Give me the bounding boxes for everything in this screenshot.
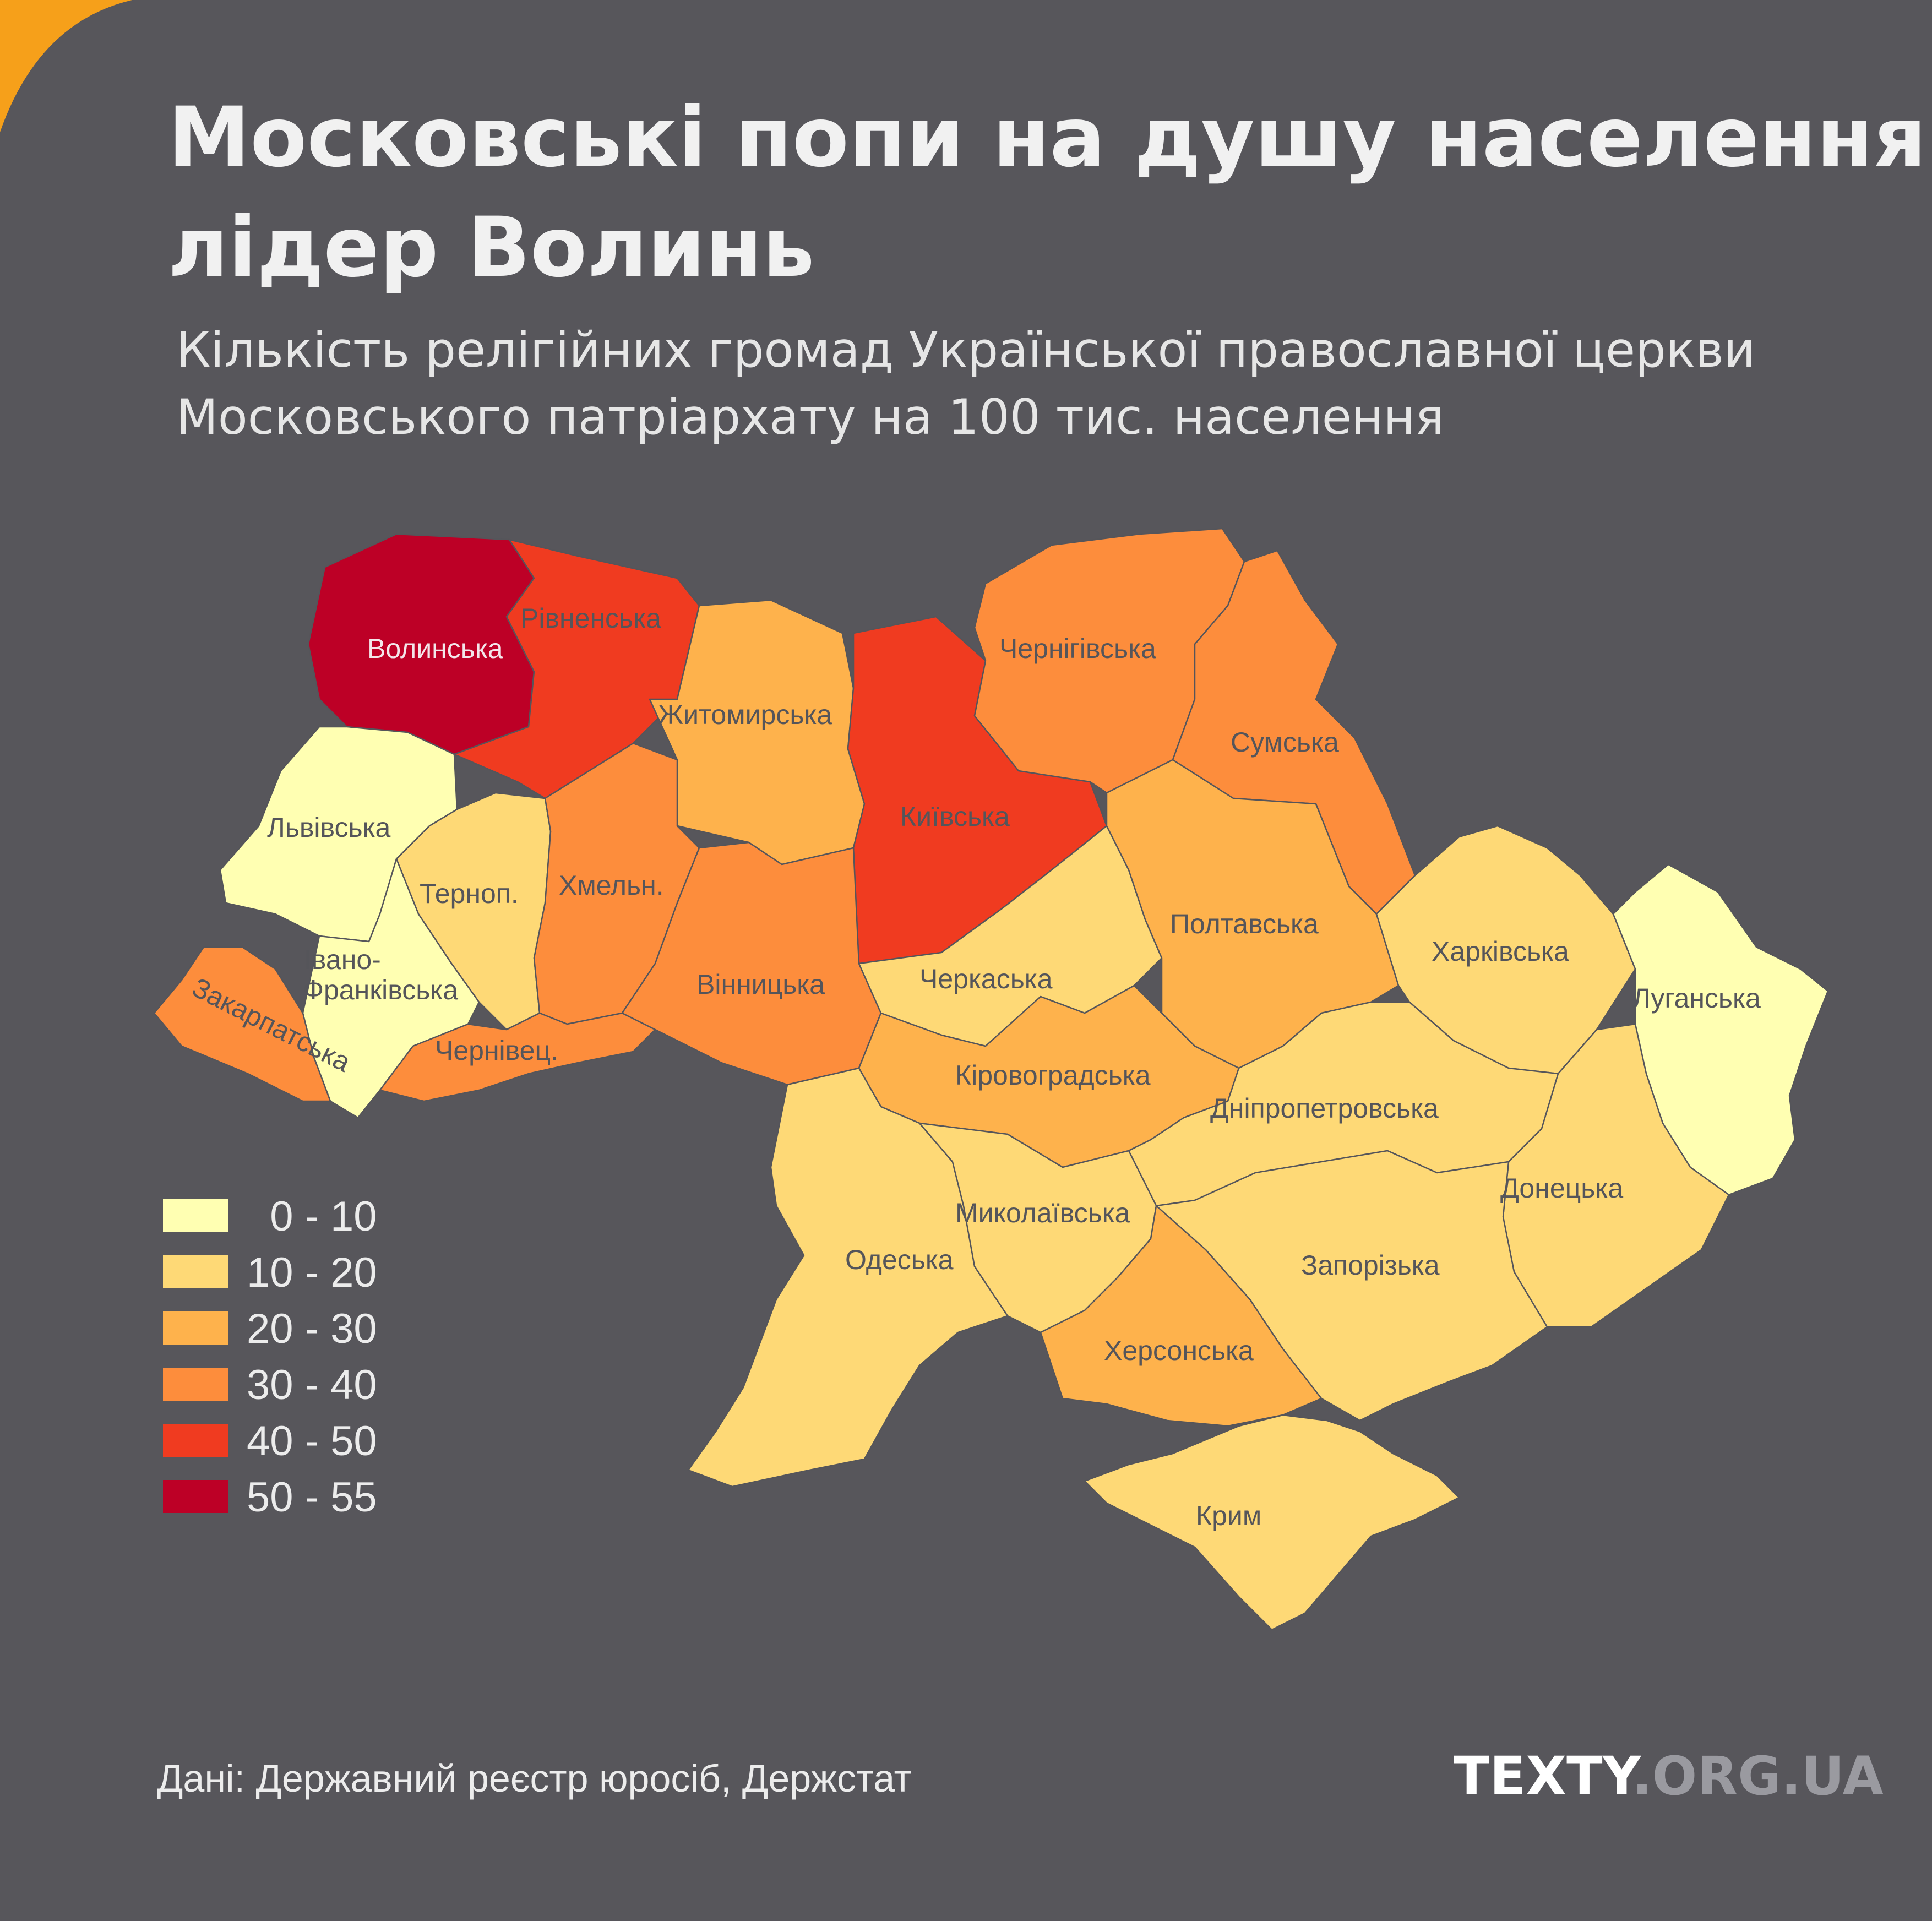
label-kirovohrad: Кіровоградська [955,1060,1151,1091]
label-lviv: Львівська [267,812,391,843]
legend-label: 30 - 40 [247,1362,377,1408]
label-kherson: Херсонська [1104,1335,1254,1366]
legend-swatch [163,1480,228,1513]
legend-swatch [163,1255,228,1288]
label-zhytomyr: Житомирська [658,699,832,730]
legend-label: 50 - 55 [247,1474,377,1521]
label-sumy: Сумська [1231,727,1339,758]
label-odesa: Одеська [845,1244,954,1275]
label-kharkiv: Харківська [1432,936,1569,967]
legend-swatch [163,1368,228,1401]
label-kyiv: Київська [900,801,1010,832]
region-chernivtsi[interactable] [379,1012,656,1102]
label-volyn: Волинська [367,633,503,664]
page-subtitle: Кількість релігійних громад Української … [176,317,1755,451]
label-poltava: Полтавська [1170,908,1319,939]
legend-swatch [163,1199,228,1232]
label-ivano-frankivsk-2: Франківська [303,975,458,1005]
brand-tail: .ORG.UA [1632,1745,1884,1807]
label-ternopil: Терноп. [420,878,519,909]
title-line-2: лідер Волинь [168,200,815,296]
legend-label: 20 - 30 [247,1305,377,1352]
brand-logo[interactable]: TEXTY.ORG.UA [1454,1745,1884,1807]
legend-label: 40 - 50 [247,1418,377,1465]
label-chernivtsi: Чернівец. [435,1035,558,1066]
label-vinnytsia: Вінницька [696,969,825,1000]
legend-swatch [163,1311,228,1345]
label-chernihiv: Чернігівська [999,633,1156,664]
label-donetsk: Донецька [1500,1173,1623,1204]
ukraine-map: Волинська Рівненська Київська Житомирськ… [153,527,1829,1631]
label-crimea: Крим [1196,1500,1261,1531]
subtitle-line-2: Московського патріархату на 100 тис. нас… [176,389,1444,445]
region-rivne[interactable] [453,538,700,799]
region-zakarpattia[interactable] [153,946,331,1102]
label-dnipropetrovsk: Дніпропетровська [1210,1093,1439,1124]
label-khmelnytskyi: Хмельн. [559,870,664,901]
region-crimea[interactable] [1084,1414,1460,1631]
subtitle-line-1: Кількість релігійних громад Української … [176,322,1756,378]
corner-accent-shape [0,0,132,132]
data-source: Дані: Державний реєстр юросіб, Держстат [157,1757,912,1800]
legend-swatch [163,1424,228,1457]
label-zaporizhzhia: Запорізька [1301,1250,1440,1281]
label-luhansk: Луганська [1632,983,1761,1014]
label-mykolaiv: Миколаївська [955,1198,1130,1228]
region-luhansk[interactable] [1612,863,1829,1196]
region-kherson[interactable] [1040,1205,1323,1427]
label-cherkasy: Черкаська [919,964,1053,994]
title-line-1: Московські попи на душу населення: [168,90,1932,186]
label-ivano-frankivsk-1: Івано- [304,944,381,975]
legend-label: 10 - 20 [247,1249,377,1296]
legend-label: 0 - 10 [247,1193,377,1240]
label-rivne: Рівненська [520,603,661,634]
page-title: Московські попи на душу населення: лідер… [168,83,1932,303]
corner-accent [0,0,132,132]
brand-main: TEXTY [1454,1745,1632,1807]
